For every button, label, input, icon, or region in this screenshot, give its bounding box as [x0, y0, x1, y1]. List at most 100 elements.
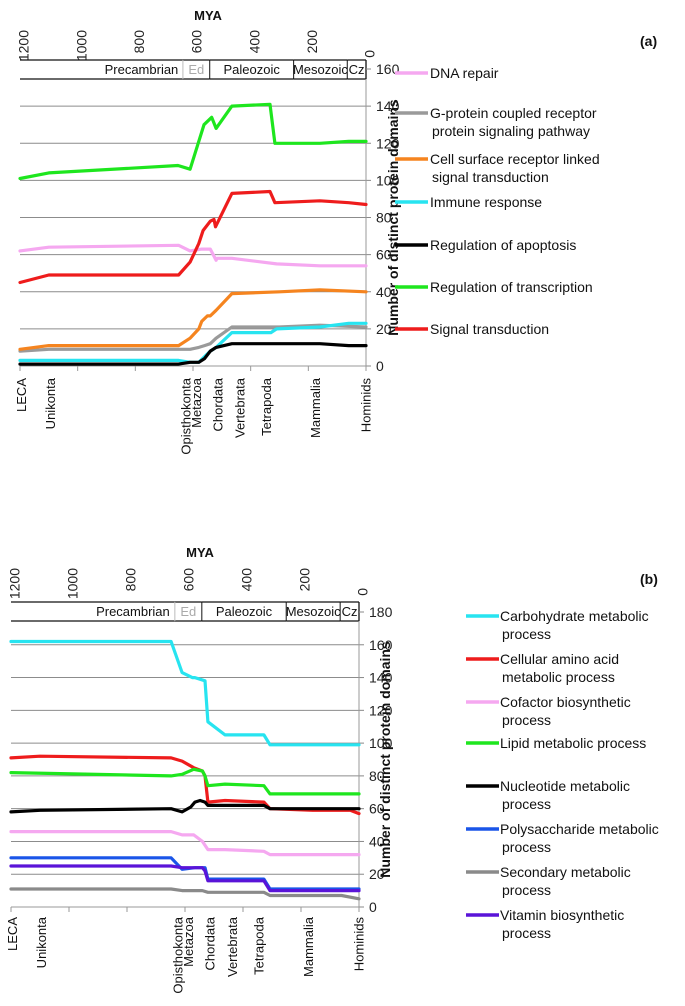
x-tick-label: 600	[189, 30, 205, 54]
legend-label-line: Polysaccharide metabolic	[500, 821, 659, 837]
clade-label: Vertebrata	[225, 916, 240, 977]
era-label: Cz	[342, 604, 358, 619]
legend-item: Nucleotide metabolic process	[466, 778, 630, 812]
clade-label: Metazoa	[189, 377, 204, 428]
x-tick-label: 400	[239, 568, 255, 592]
clade-label: LECA	[14, 378, 29, 412]
legend-label: Cofactor biosynthetic process	[500, 694, 631, 728]
legend-label-line: Cellular amino acid	[500, 651, 619, 667]
legend-label-line: Regulation of apoptosis	[430, 237, 576, 253]
legend-item: Cofactor biosynthetic process	[466, 694, 631, 728]
legend-label-line: DNA repair	[430, 65, 499, 81]
series-line-lipid-metabolic-process	[9, 767, 361, 796]
y-tick-label: 120	[376, 135, 400, 151]
legend-label-line: process	[502, 925, 551, 941]
series-line-signal-transduction	[18, 189, 368, 285]
x-tick-label: 600	[181, 568, 197, 592]
panel-label: (a)	[640, 33, 657, 49]
x-tick-label: 1000	[73, 30, 89, 61]
clade-label: Vertebrata	[233, 377, 248, 438]
legend-label-line: metabolic process	[502, 669, 615, 685]
y-tick-label: 0	[369, 899, 377, 915]
legend-label: Lipid metabolic process	[500, 735, 646, 751]
legend-label-line: G-protein coupled receptor	[430, 105, 597, 121]
y-tick-label: 40	[369, 833, 385, 849]
series-line-regulation-of-transcription	[18, 102, 368, 181]
x-tick-label: 1000	[65, 568, 81, 599]
legend-item: Cellular amino acid metabolic process	[466, 651, 619, 685]
legend-label: Secondary metabolic process	[500, 864, 631, 898]
x-tick-label: 200	[304, 30, 320, 54]
clade-label: Opisthokonta	[178, 377, 193, 454]
x-tick-label: 800	[123, 568, 139, 592]
legend-item: Lipid metabolic process	[466, 735, 646, 751]
legend-label: Nucleotide metabolic process	[500, 778, 630, 812]
clade-label: Mammalia	[301, 916, 316, 977]
legend-label: Signal transduction	[430, 321, 549, 337]
legend-label: Polysaccharide metabolic process	[500, 821, 659, 855]
y-tick-label: 80	[369, 768, 385, 784]
legend-label: Carbohydrate metabolic process	[500, 608, 649, 642]
y-tick-label: 40	[376, 284, 392, 300]
legend-item: Vitamin biosynthetic process	[466, 907, 624, 941]
y-axis-label: Number of distinct protein domains	[377, 641, 393, 878]
legend-item: Cell surface receptor linked signal trans…	[395, 151, 600, 185]
legend-item: Signal transduction	[395, 321, 549, 337]
legend-label-line: process	[502, 839, 551, 855]
y-tick-label: 120	[369, 702, 393, 718]
legend-label-line: Regulation of transcription	[430, 279, 593, 295]
y-tick-label: 160	[369, 637, 393, 653]
series-line-carbohydrate-metabolic-process	[9, 639, 361, 747]
legend-label-line: process	[502, 796, 551, 812]
clade-label: Chordata	[202, 916, 217, 970]
series-line-polysaccharide-metabolic-process	[9, 856, 361, 891]
x-tick-label: 1200	[16, 30, 32, 61]
clade-label: Hominids	[359, 378, 374, 433]
legend-item: Regulation of apoptosis	[395, 237, 576, 253]
series-line-g-protein-coupled-receptor-protein-signaling-pathway	[18, 323, 368, 353]
legend-label: Cell surface receptor linked signal trans…	[430, 151, 600, 185]
clade-label: Unikonta	[43, 377, 58, 429]
clade-label: Metazoa	[181, 916, 196, 967]
legend-item: Polysaccharide metabolic process	[466, 821, 659, 855]
x-tick-label: 0	[355, 588, 371, 596]
x-tick-label: 800	[131, 30, 147, 54]
legend-item: Immune response	[395, 194, 542, 210]
y-tick-label: 80	[376, 210, 392, 226]
clade-label: Tetrapoda	[259, 377, 274, 436]
clade-label: Opisthokonta	[170, 916, 185, 993]
legend-label-line: process	[502, 626, 551, 642]
series-line-nucleotide-metabolic-process	[9, 798, 361, 814]
legend-item: Secondary metabolic process	[466, 864, 631, 898]
x-tick-label: 200	[297, 568, 313, 592]
clade-label: Unikonta	[34, 916, 49, 968]
legend-item: DNA repair	[395, 65, 499, 81]
clade-label: Chordata	[210, 377, 225, 431]
legend-label: Regulation of transcription	[430, 279, 593, 295]
clade-label: Mammalia	[308, 377, 323, 438]
series-line-cofactor-biosynthetic-process	[9, 829, 361, 857]
legend-label: Immune response	[430, 194, 542, 210]
y-tick-label: 60	[376, 247, 392, 263]
x-tick-label: 0	[362, 50, 378, 58]
era-label: Mesozoic	[293, 62, 348, 77]
era-label: Ed	[188, 62, 204, 77]
y-tick-label: 180	[369, 604, 393, 620]
era-label: Cz	[349, 62, 365, 77]
legend-item: Carbohydrate metabolic process	[466, 608, 649, 642]
legend-label-line: Cell surface receptor linked	[430, 151, 600, 167]
legend-label-line: Lipid metabolic process	[500, 735, 646, 751]
clade-label: Tetrapoda	[252, 916, 267, 975]
x-tick-label: 400	[246, 30, 262, 54]
panel-label: (b)	[640, 571, 658, 587]
era-label: Ed	[180, 604, 196, 619]
y-tick-label: 100	[376, 172, 400, 188]
era-label: Paleozoic	[216, 604, 273, 619]
clade-label: LECA	[5, 917, 20, 951]
legend-label: G-protein coupled receptor protein signal…	[430, 105, 597, 139]
legend-label-line: process	[502, 712, 551, 728]
x-tick-label: 1200	[7, 568, 23, 599]
era-label: Mesozoic	[286, 604, 341, 619]
